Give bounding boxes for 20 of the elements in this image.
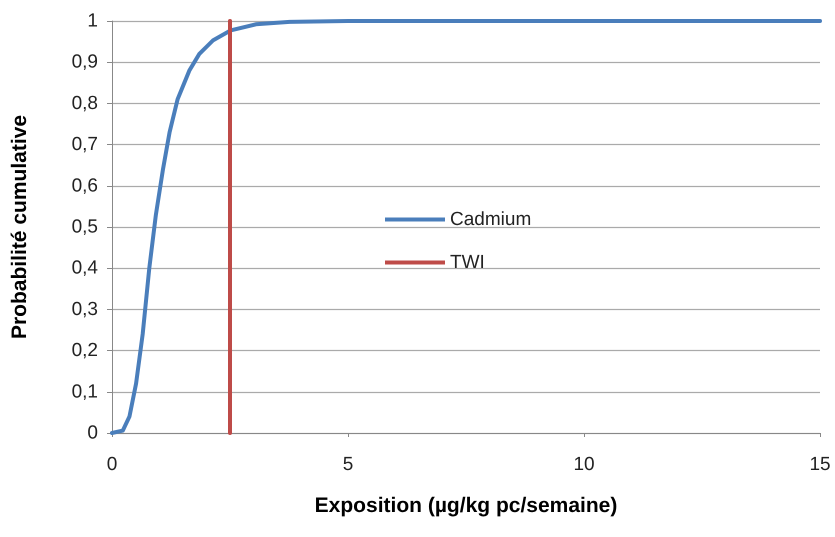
y-tick-label: 0,8 [72, 92, 98, 114]
y-tick-label: 0,4 [72, 258, 98, 279]
y-tick-label: 0,6 [72, 175, 98, 196]
y-tick-label: 0 [87, 422, 98, 444]
legend-label: Cadmium [450, 209, 532, 230]
line-series [110, 19, 822, 435]
legend-label: TWI [450, 252, 485, 273]
y-tick-label: 0,3 [72, 298, 98, 320]
x-tick-label: 15 [809, 454, 831, 475]
x-tick-label: 5 [342, 454, 354, 475]
y-tick-label: 0,5 [72, 216, 98, 238]
y-tick-label: 0,2 [72, 340, 98, 362]
y-tick-label: 0,9 [72, 52, 98, 73]
y-tick-label: 0,7 [72, 134, 98, 156]
x-tick-label: 10 [573, 454, 595, 475]
y-tick-label: 0,1 [72, 381, 98, 402]
x-axis-title: Exposition (µg/kg pc/semaine) [314, 494, 618, 517]
x-tick-label: 0 [106, 454, 118, 475]
y-tick-label: 1 [87, 10, 98, 32]
y-axis-title: Probabilité cumulative [8, 114, 31, 340]
